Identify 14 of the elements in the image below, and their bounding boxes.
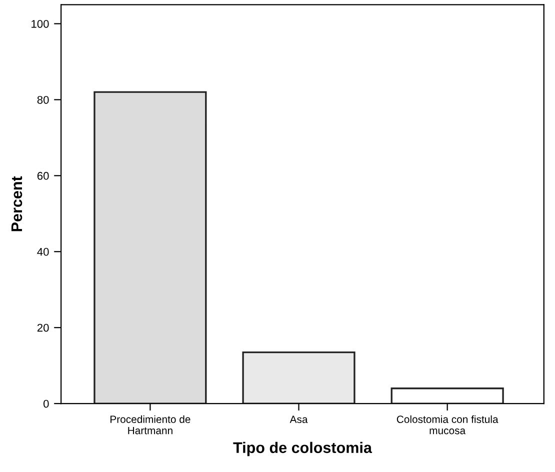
y-tick-label: 80 <box>37 96 49 104</box>
x-tick-label: Procedimiento de Hartmann <box>110 415 190 434</box>
bar <box>94 91 207 404</box>
y-tick-label: 20 <box>37 324 49 332</box>
x-tick-label: Asa <box>290 416 308 424</box>
y-tick-label: 100 <box>32 20 49 28</box>
bar <box>390 388 504 404</box>
x-tick-label: Colostomia con fistula mucosa <box>396 415 498 434</box>
y-tick-label: 0 <box>44 400 49 408</box>
bar <box>242 351 356 404</box>
y-axis-title: Percent <box>11 176 22 232</box>
x-axis-title: Tipo de colostomia <box>233 442 372 456</box>
y-tick-label: 40 <box>37 248 49 256</box>
y-tick-label: 60 <box>37 172 49 180</box>
